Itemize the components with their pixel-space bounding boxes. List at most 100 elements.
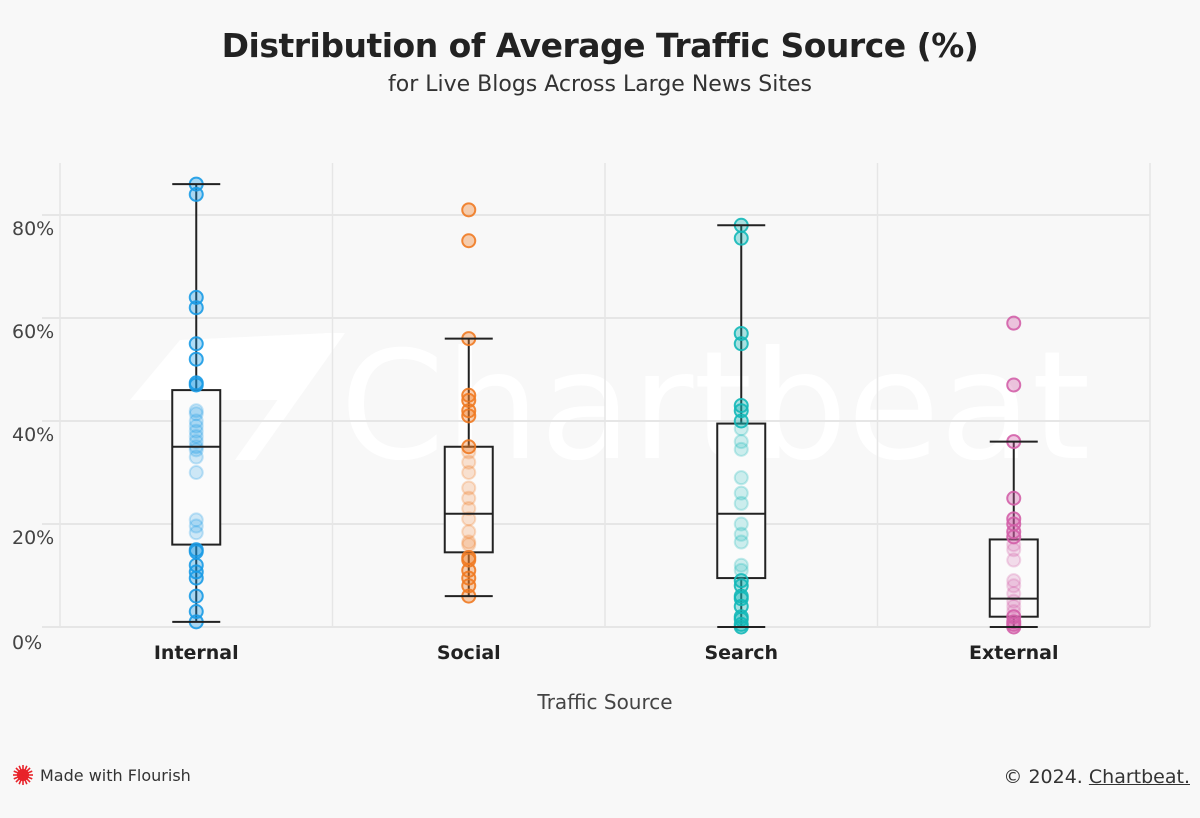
data-point[interactable] <box>188 518 204 534</box>
data-point[interactable] <box>733 434 749 450</box>
data-point[interactable] <box>733 557 749 573</box>
iqr-box <box>988 538 1039 618</box>
iqr-box <box>443 445 494 554</box>
data-point[interactable] <box>188 336 204 352</box>
data-point[interactable] <box>1006 586 1022 602</box>
y-tick-label: 40% <box>12 424 54 446</box>
data-point[interactable] <box>461 444 477 460</box>
data-point[interactable] <box>1006 542 1022 558</box>
data-point[interactable] <box>733 325 749 341</box>
y-tick-label: 80% <box>12 218 54 240</box>
data-point[interactable] <box>733 495 749 511</box>
data-point[interactable] <box>461 465 477 480</box>
data-point[interactable] <box>461 501 477 517</box>
y-tick-label: 60% <box>12 321 54 343</box>
data-point[interactable] <box>188 403 204 419</box>
data-point[interactable] <box>461 524 477 540</box>
data-point[interactable] <box>461 439 477 455</box>
data-point[interactable] <box>188 570 204 586</box>
data-point[interactable] <box>1006 578 1022 594</box>
data-point[interactable] <box>733 516 749 532</box>
data-point[interactable] <box>188 300 204 316</box>
watermark: Chartbeat <box>130 320 1090 494</box>
data-point[interactable] <box>188 465 204 480</box>
copyright: © 2024. Chartbeat. <box>1003 766 1190 788</box>
data-point[interactable] <box>188 544 204 560</box>
data-point[interactable] <box>733 398 749 414</box>
data-point[interactable] <box>461 578 477 594</box>
data-point[interactable] <box>733 403 749 419</box>
chart-subtitle: for Live Blogs Across Large News Sites <box>388 72 812 97</box>
data-point[interactable] <box>1006 573 1022 589</box>
data-point[interactable] <box>733 230 749 246</box>
y-tick-label: 0% <box>12 632 42 654</box>
data-point[interactable] <box>733 562 749 578</box>
y-tick-label: 20% <box>12 527 54 549</box>
data-point[interactable] <box>461 408 477 424</box>
data-point[interactable] <box>1006 490 1022 506</box>
data-point[interactable] <box>461 511 477 527</box>
data-point[interactable] <box>733 485 749 501</box>
data-point[interactable] <box>461 403 477 419</box>
data-point[interactable] <box>461 392 477 408</box>
data-point[interactable] <box>461 387 477 403</box>
data-point[interactable] <box>188 449 204 465</box>
data-point[interactable] <box>461 202 477 218</box>
data-point[interactable] <box>733 526 749 542</box>
data-point[interactable] <box>188 525 204 541</box>
data-point[interactable] <box>188 377 204 393</box>
data-point[interactable] <box>188 413 204 429</box>
data-point[interactable] <box>188 406 204 422</box>
data-point[interactable] <box>461 537 477 553</box>
box-social <box>443 202 494 604</box>
x-tick-label: Internal <box>154 642 239 664</box>
x-axis-label: Traffic Source <box>536 690 672 714</box>
data-point[interactable] <box>1006 529 1022 545</box>
data-point[interactable] <box>1006 537 1022 553</box>
data-point[interactable] <box>188 512 204 528</box>
iqr-box <box>171 389 222 546</box>
data-point[interactable] <box>1006 315 1022 331</box>
data-point[interactable] <box>733 336 749 352</box>
data-point[interactable] <box>1006 552 1022 568</box>
data-point[interactable] <box>188 588 204 604</box>
data-point[interactable] <box>733 534 749 550</box>
data-point[interactable] <box>188 289 204 305</box>
data-point[interactable] <box>1006 598 1022 614</box>
data-point[interactable] <box>461 552 477 568</box>
data-point[interactable] <box>733 441 749 457</box>
data-point[interactable] <box>188 351 204 367</box>
flourish-logo-icon <box>13 765 33 785</box>
data-point[interactable] <box>1006 377 1022 393</box>
data-point[interactable] <box>188 418 204 434</box>
flourish-credit[interactable]: Made with Flourish <box>12 764 191 786</box>
data-point[interactable] <box>188 604 204 620</box>
iqr-box <box>716 422 767 580</box>
data-point[interactable] <box>188 428 204 444</box>
chart-title: Distribution of Average Traffic Source (… <box>221 26 979 65</box>
data-point[interactable] <box>188 423 204 439</box>
boxes <box>171 176 1039 635</box>
data-point[interactable] <box>188 186 204 202</box>
data-point[interactable] <box>461 233 477 249</box>
box-internal <box>171 176 222 630</box>
data-point[interactable] <box>461 480 477 496</box>
flourish-label: Made with Flourish <box>40 765 191 785</box>
y-axis: 0% 20% 40% 60% 80% <box>12 218 54 654</box>
data-point[interactable] <box>733 470 749 486</box>
copyright-text: © 2024. <box>1003 766 1083 788</box>
data-point[interactable] <box>188 434 204 450</box>
chartbeat-link[interactable]: Chartbeat. <box>1088 766 1190 788</box>
data-point[interactable] <box>461 454 477 470</box>
watermark-logo-shape <box>130 333 330 400</box>
data-point[interactable] <box>461 534 477 550</box>
data-point[interactable] <box>733 573 749 589</box>
data-point[interactable] <box>733 421 749 437</box>
data-point[interactable] <box>733 413 749 429</box>
x-axis: Internal Social Search External <box>154 642 1059 664</box>
watermark-logo-shape <box>235 333 345 460</box>
data-point[interactable] <box>1006 524 1022 540</box>
data-point[interactable] <box>461 490 477 506</box>
box-external <box>988 315 1039 635</box>
